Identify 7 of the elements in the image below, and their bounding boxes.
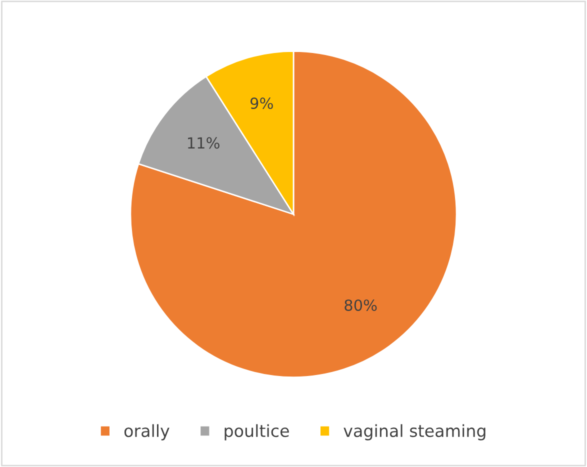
pie-slice — [130, 50, 458, 378]
data-label: 80% — [344, 299, 377, 311]
data-label: 11% — [188, 137, 220, 149]
legend-label: vaginal steaming — [344, 424, 486, 440]
legend-label: orally — [124, 424, 170, 440]
data-label: 9% — [250, 97, 273, 110]
legend-label: poultice — [224, 424, 289, 440]
